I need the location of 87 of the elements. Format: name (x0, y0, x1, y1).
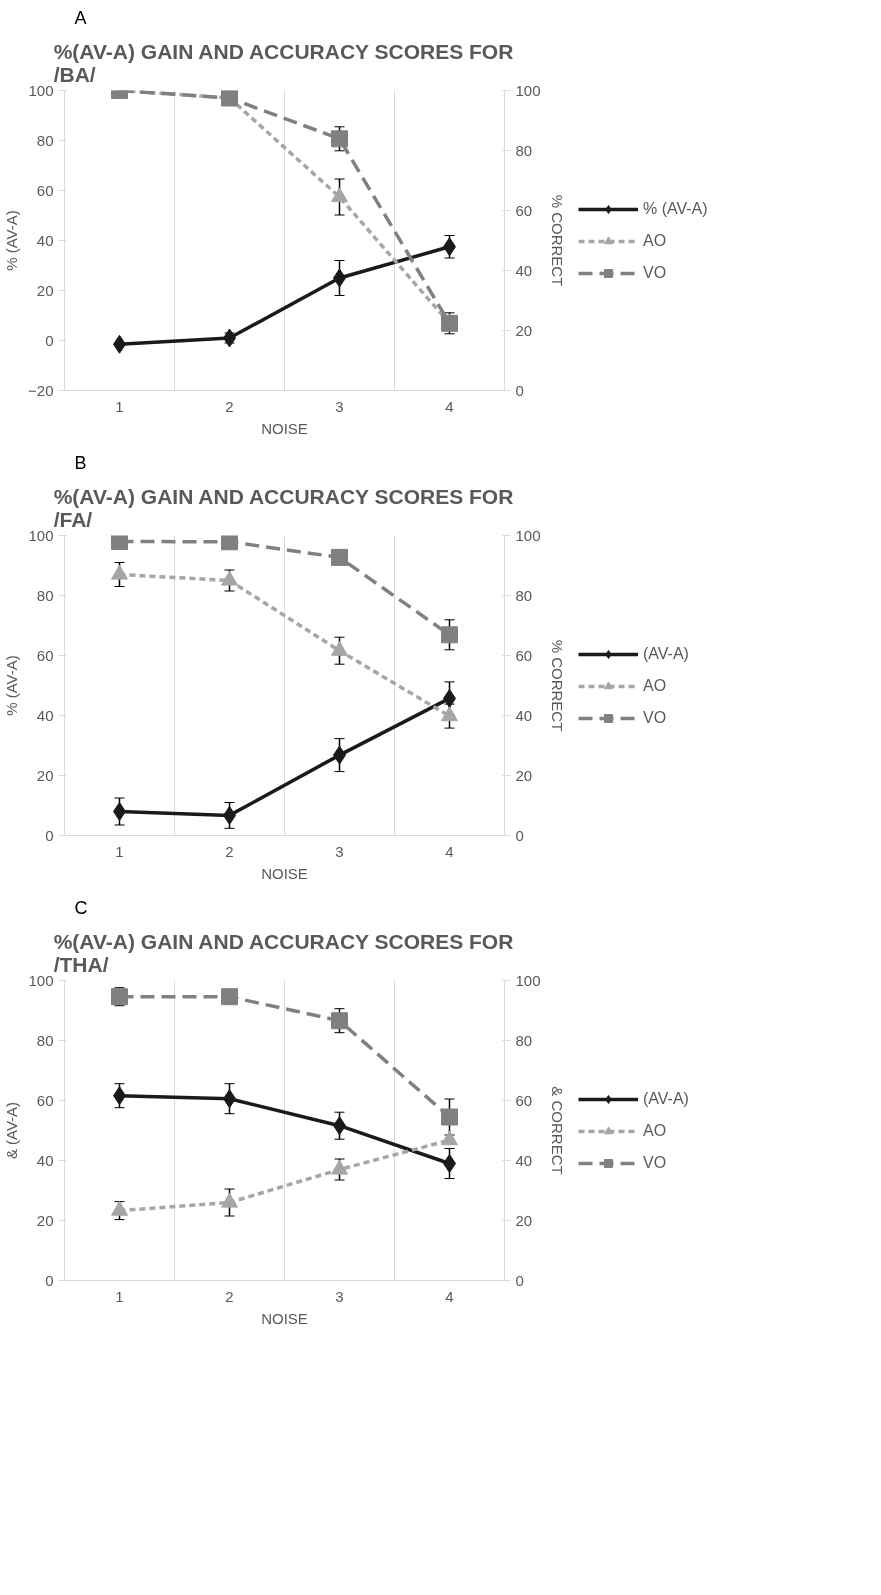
x-axis-title: NOISE (261, 1309, 308, 1327)
y-tick-label: 40 (36, 231, 54, 249)
y-tick-label: 60 (36, 181, 54, 199)
legend-label: (AV-A) (643, 1089, 689, 1108)
text: B (74, 452, 87, 473)
x-tick-label: 3 (335, 397, 344, 415)
legend-label: VO (643, 263, 667, 282)
y2-tick-label: 100 (515, 81, 541, 99)
y2-tick-label: 40 (515, 261, 533, 279)
y2-tick-label: 60 (515, 646, 533, 664)
y2-tick-label: 60 (515, 1091, 533, 1109)
y-tick-label: −20 (28, 381, 54, 399)
point (331, 130, 348, 148)
y2-axis-title: % CORRECT (548, 194, 566, 287)
y-axis-title: & (AV-A) (3, 1101, 21, 1160)
y2-tick-label: 40 (515, 1151, 533, 1169)
y2-axis-title: & CORRECT (548, 1086, 566, 1175)
y-tick-label: 20 (36, 1211, 54, 1229)
legend-label: VO (643, 708, 667, 727)
point (441, 626, 458, 644)
chart-title: %(AV-A) GAIN AND ACCURACY SCORES FOR /THA/ (53, 929, 514, 976)
x-tick-label: 4 (445, 397, 454, 415)
chart-title: %(AV-A) GAIN AND ACCURACY SCORES FOR /FA/ (53, 484, 514, 531)
text: C (74, 897, 88, 918)
y-tick-label: 80 (36, 586, 54, 604)
legend-label: AO (643, 231, 667, 250)
legend-label: VO (643, 1153, 667, 1172)
y2-tick-label: 20 (515, 1211, 533, 1229)
y-axis-title: % (AV-A) (3, 210, 21, 271)
y-tick-label: 100 (28, 81, 54, 99)
point (331, 640, 348, 656)
point (331, 548, 348, 566)
x-tick-label: 2 (225, 842, 234, 860)
point (331, 1012, 348, 1030)
text: A (74, 7, 87, 28)
chart-title: %(AV-A) GAIN AND ACCURACY SCORES FOR /BA/ (53, 39, 514, 86)
y-tick-label: 0 (45, 826, 54, 844)
legend-label: (AV-A) (643, 644, 689, 663)
x-tick-label: 2 (225, 1287, 234, 1305)
y2-tick-label: 80 (515, 141, 533, 159)
point (111, 535, 128, 550)
y2-axis-title: % CORRECT (548, 639, 566, 732)
y-tick-label: 100 (28, 971, 54, 989)
y2-tick-label: 80 (515, 586, 533, 604)
legend-label: AO (643, 676, 667, 695)
y2-tick-label: 0 (515, 381, 524, 399)
y-tick-label: 60 (36, 1091, 54, 1109)
y2-tick-label: 40 (515, 706, 533, 724)
y2-tick-label: 20 (515, 321, 533, 339)
y2-tick-label: 20 (515, 766, 533, 784)
x-tick-label: 1 (115, 1287, 124, 1305)
point (111, 1200, 128, 1216)
x-tick-label: 4 (445, 842, 454, 860)
x-axis-title: NOISE (261, 864, 308, 882)
y-tick-label: 60 (36, 646, 54, 664)
x-tick-label: 1 (115, 397, 124, 415)
y2-tick-label: 0 (515, 826, 524, 844)
y2-tick-label: 80 (515, 1031, 533, 1049)
x-tick-label: 2 (225, 397, 234, 415)
x-tick-label: 1 (115, 842, 124, 860)
x-tick-label: 3 (335, 1287, 344, 1305)
y-tick-label: 20 (36, 766, 54, 784)
y-tick-label: 40 (36, 706, 54, 724)
y2-tick-label: 60 (515, 201, 533, 219)
y-tick-label: 0 (45, 1271, 54, 1289)
point (221, 988, 238, 1006)
y-tick-label: 40 (36, 1151, 54, 1169)
point (221, 535, 238, 551)
y2-tick-label: 0 (515, 1271, 524, 1289)
legend-label: AO (643, 1121, 667, 1140)
legend-label: % (AV-A) (643, 199, 708, 218)
y-tick-label: 80 (36, 131, 54, 149)
y2-tick-label: 100 (515, 971, 541, 989)
point (441, 1130, 458, 1146)
point (441, 706, 458, 722)
x-axis-title: NOISE (261, 419, 308, 437)
y-axis-title: % (AV-A) (3, 655, 21, 716)
point (331, 1159, 348, 1175)
y-tick-label: 0 (45, 331, 54, 349)
point (221, 1192, 238, 1208)
y-tick-label: 80 (36, 1031, 54, 1049)
point (441, 1108, 458, 1126)
y-tick-label: 20 (36, 281, 54, 299)
x-tick-label: 4 (445, 1287, 454, 1305)
y-tick-label: 100 (28, 526, 54, 544)
y2-tick-label: 100 (515, 526, 541, 544)
x-tick-label: 3 (335, 842, 344, 860)
